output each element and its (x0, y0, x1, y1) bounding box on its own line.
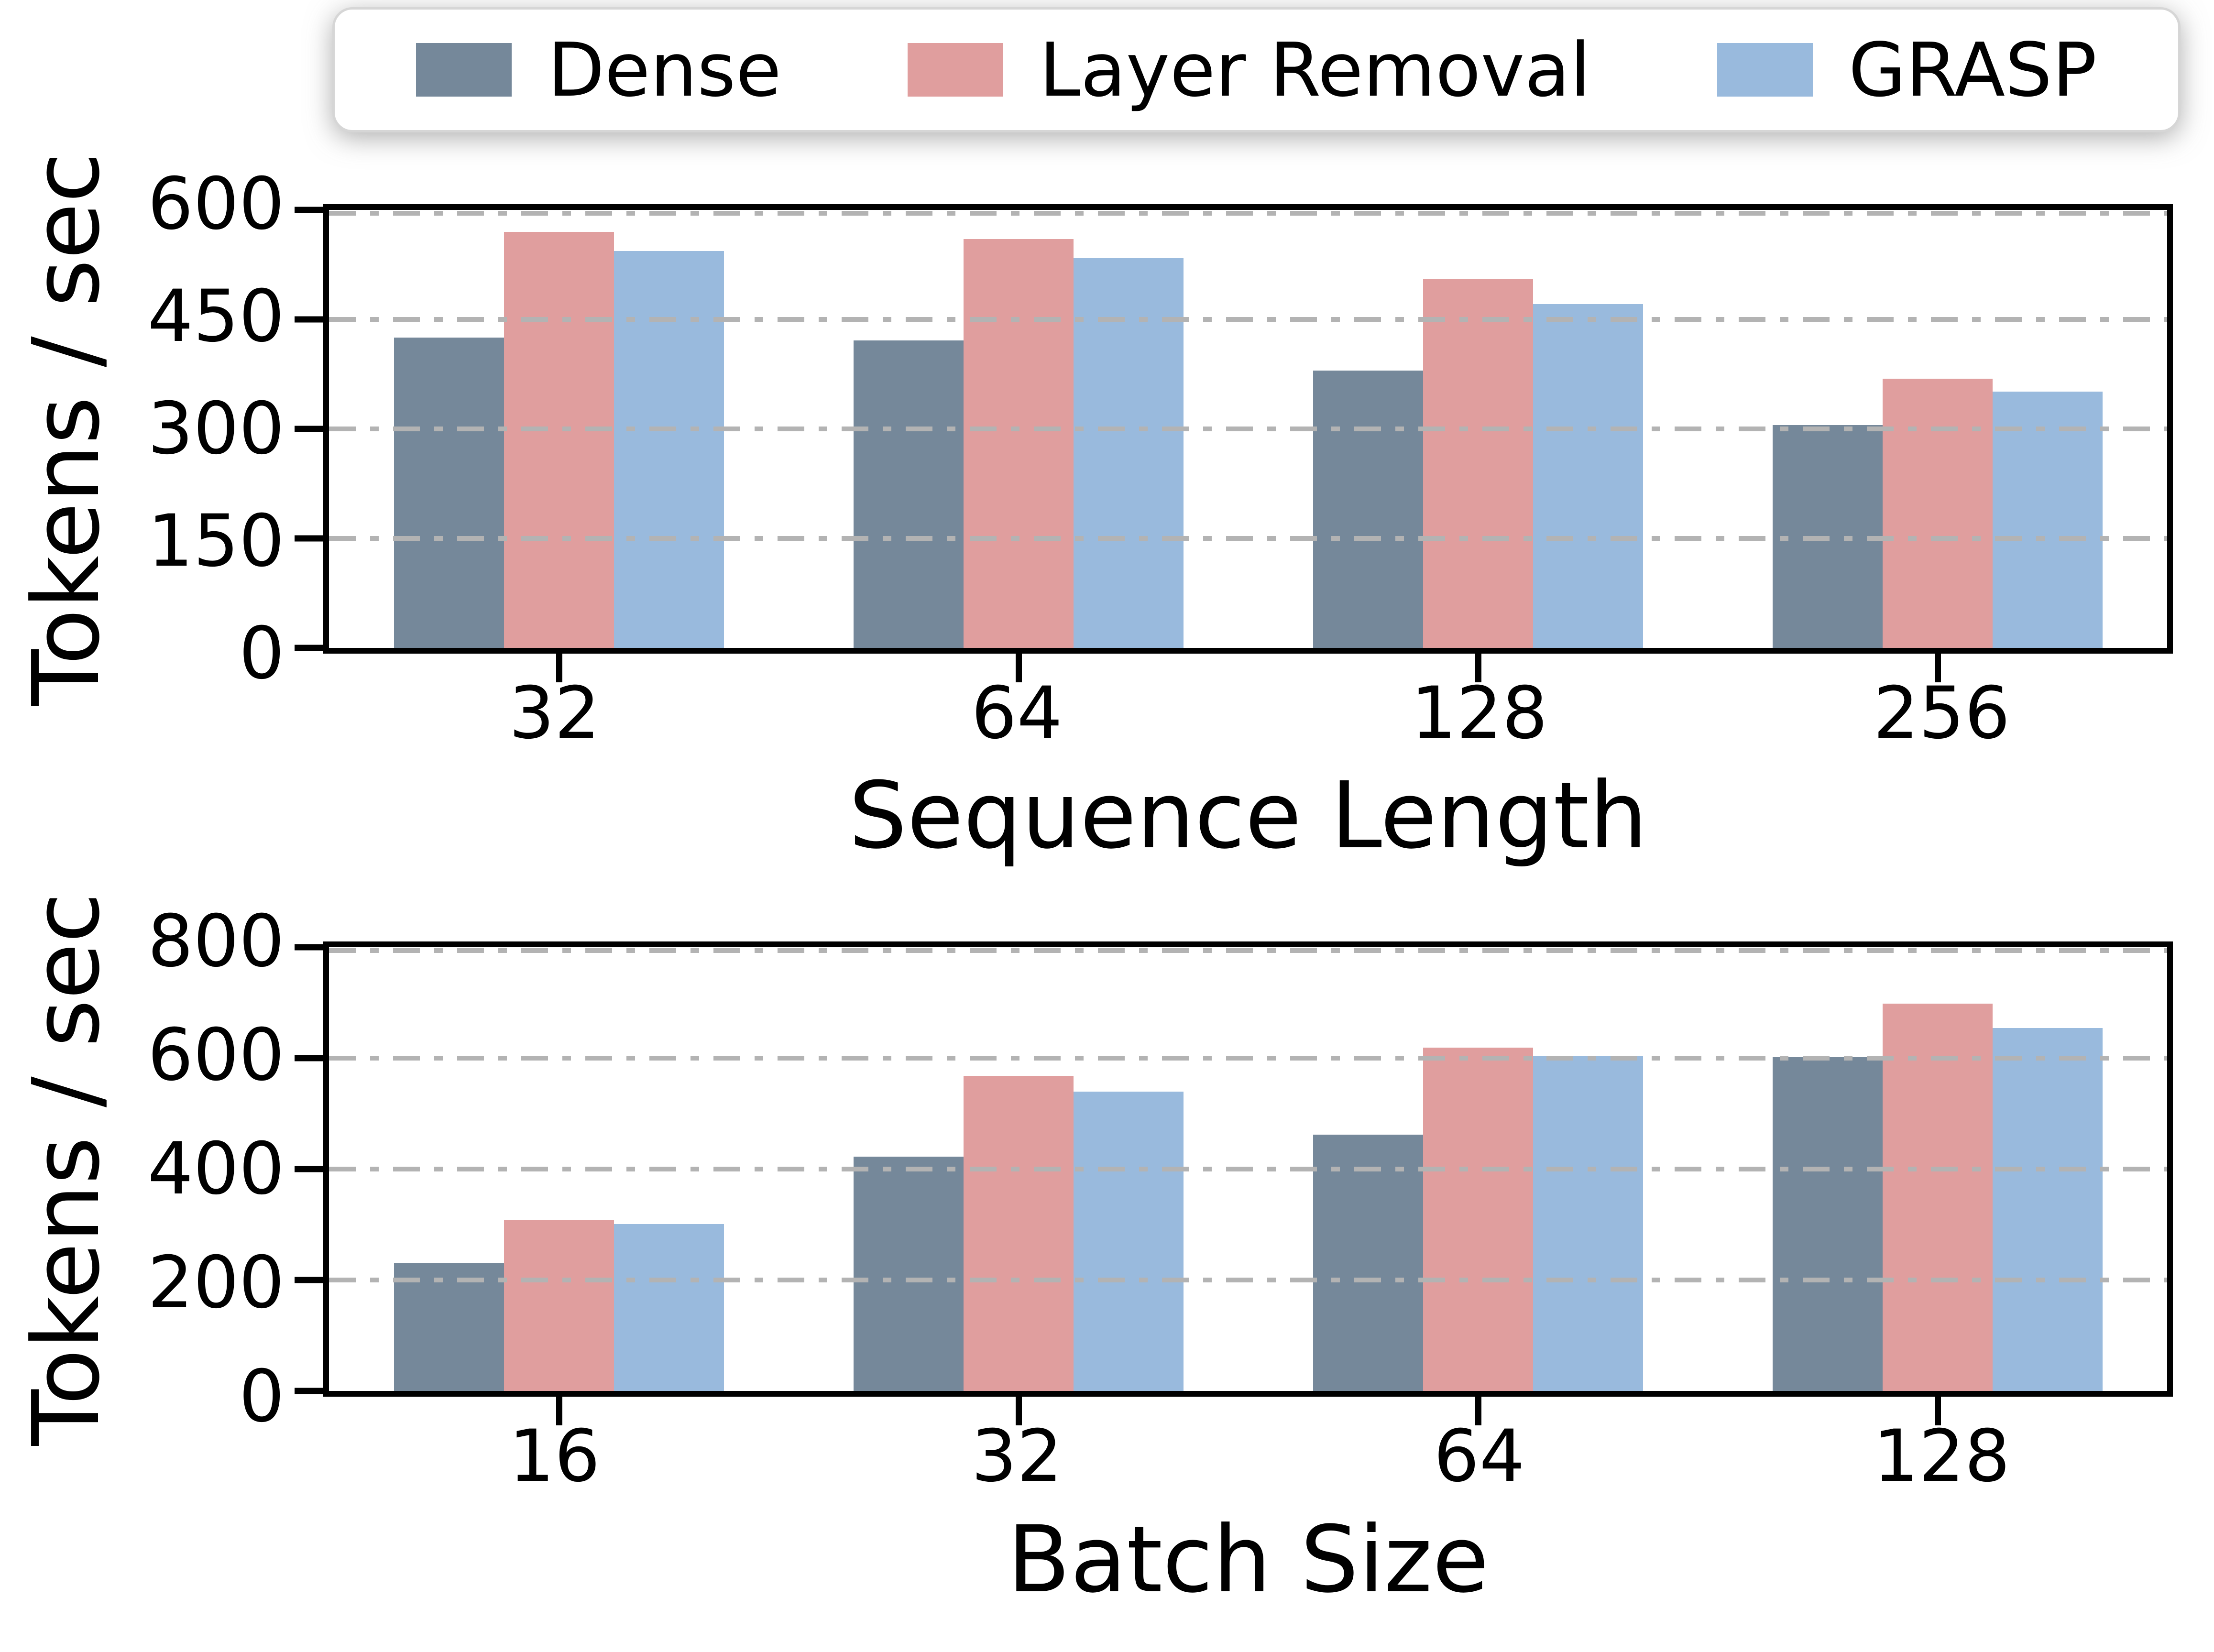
gridline-450 (329, 317, 2167, 322)
x-tick-label-128: 128 (1873, 1415, 2010, 1498)
y-tick-labels-top: 0 150 300 450 600 (0, 168, 285, 689)
bar-layer-removal-128 (1882, 1004, 1993, 1391)
x-tick-label-32: 32 (971, 1415, 1063, 1498)
bar-group-128 (1248, 210, 1708, 648)
x-tick-mark-64 (1475, 1397, 1481, 1425)
gridline-150 (329, 536, 2167, 541)
bar-dense-128 (1313, 370, 1423, 648)
bar-group-64 (1248, 947, 1708, 1391)
bar-layer-removal-256 (1882, 378, 1993, 648)
y-tick-label-600: 600 (147, 1014, 285, 1097)
bar-group-32 (789, 947, 1248, 1391)
y-tick-mark-150 (295, 535, 323, 542)
legend-swatch-icon (416, 43, 512, 97)
bar-dense-64 (1313, 1135, 1423, 1391)
x-tick-mark-128 (1475, 654, 1481, 682)
legend-swatch-icon (1717, 43, 1813, 97)
gridline-400 (329, 1167, 2167, 1171)
y-tick-label-800: 800 (147, 900, 285, 983)
legend: Dense Layer Removal GRASP (332, 7, 2181, 132)
bar-group-16 (329, 947, 789, 1391)
legend-label: GRASP (1848, 26, 2097, 113)
x-tick-labels-top: 32 64 128 256 (323, 668, 2173, 759)
y-tick-label-0: 0 (239, 612, 285, 695)
bar-layer-removal-64 (1423, 1047, 1533, 1391)
x-tick-label-32: 32 (509, 672, 600, 755)
bar-grasp-32 (1073, 1091, 1184, 1391)
bar-grasp-64 (1073, 258, 1184, 648)
bar-dense-32 (853, 1157, 964, 1391)
x-tick-mark-32 (1015, 1397, 1022, 1425)
x-tick-mark-128 (1934, 1397, 1941, 1425)
bar-grasp-32 (614, 251, 724, 648)
bar-layer-removal-64 (963, 239, 1074, 648)
gridline-300 (329, 427, 2167, 431)
legend-label: Dense (548, 26, 782, 113)
y-tick-label-400: 400 (147, 1127, 285, 1211)
bar-dense-16 (394, 1263, 504, 1391)
bar-group-32 (329, 210, 789, 648)
plot-area-sequence-length (295, 204, 2173, 682)
bar-grasp-128 (1992, 1028, 2103, 1391)
bar-grasp-64 (1533, 1056, 1643, 1391)
y-tick-label-200: 200 (147, 1241, 285, 1324)
x-tick-mark-256 (1934, 654, 1941, 682)
bar-layer-removal-32 (963, 1076, 1074, 1391)
y-tick-mark-300 (295, 426, 323, 432)
y-tick-labels-bottom: 0 200 400 600 800 (0, 906, 285, 1433)
legend-item-layer-removal: Layer Removal (908, 33, 1590, 107)
y-tick-label-0: 0 (239, 1355, 285, 1438)
x-tick-mark-64 (1015, 654, 1022, 682)
y-tick-label-150: 150 (147, 500, 285, 583)
x-axis-label-sequence-length: Sequence Length (848, 763, 1648, 869)
y-tick-mark-400 (295, 1166, 323, 1172)
plot-area-batch-size (295, 941, 2173, 1425)
gridline-600 (329, 1056, 2167, 1061)
bars-layer (329, 947, 2167, 1391)
legend-item-grasp: GRASP (1717, 33, 2097, 107)
y-tick-mark-600 (295, 207, 323, 213)
y-tick-label-450: 450 (147, 275, 285, 358)
bar-layer-removal-128 (1423, 278, 1533, 648)
x-tick-label-128: 128 (1411, 672, 1548, 755)
y-tick-label-300: 300 (147, 387, 285, 470)
y-tick-mark-0 (295, 645, 323, 651)
y-tick-mark-600 (295, 1055, 323, 1061)
bar-dense-32 (394, 338, 504, 648)
x-tick-labels-bottom: 16 32 64 128 (323, 1411, 2173, 1502)
gridline-600 (329, 211, 2167, 216)
bar-grasp-16 (614, 1224, 724, 1391)
bars-layer (329, 210, 2167, 648)
y-tick-label-600: 600 (147, 163, 285, 246)
x-tick-label-16: 16 (509, 1415, 600, 1498)
y-tick-mark-450 (295, 316, 323, 323)
bar-grasp-256 (1992, 392, 2103, 648)
gridline-800 (329, 948, 2167, 953)
x-tick-label-64: 64 (1434, 1415, 1525, 1498)
bar-dense-64 (853, 340, 964, 648)
legend-label: Layer Removal (1039, 26, 1591, 113)
y-tick-mark-0 (295, 1388, 323, 1394)
x-tick-label-64: 64 (971, 672, 1063, 755)
x-tick-mark-16 (556, 1397, 562, 1425)
bar-group-128 (1708, 947, 2167, 1391)
x-tick-mark-32 (556, 654, 562, 682)
bar-dense-128 (1772, 1057, 1883, 1391)
bar-grasp-128 (1533, 304, 1643, 648)
x-tick-label-256: 256 (1873, 672, 2010, 755)
y-tick-mark-200 (295, 1277, 323, 1283)
x-axis-label-batch-size: Batch Size (1007, 1507, 1489, 1613)
gridline-200 (329, 1278, 2167, 1282)
bar-layer-removal-16 (504, 1219, 614, 1391)
legend-swatch-icon (908, 43, 1004, 97)
legend-item-dense: Dense (416, 33, 781, 107)
y-tick-mark-800 (295, 944, 323, 951)
bar-layer-removal-32 (504, 231, 614, 648)
bar-group-64 (789, 210, 1248, 648)
